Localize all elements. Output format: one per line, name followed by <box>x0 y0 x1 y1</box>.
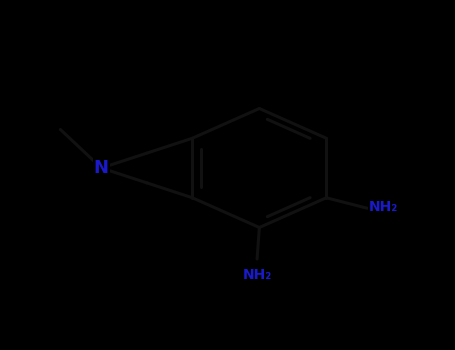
Text: NH₂: NH₂ <box>369 199 398 213</box>
Text: N: N <box>94 159 109 177</box>
Text: NH₂: NH₂ <box>243 268 272 282</box>
